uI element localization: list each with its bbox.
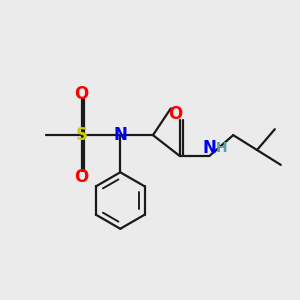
Text: N: N [113,126,127,144]
Text: O: O [74,85,89,103]
Text: H: H [216,141,228,154]
Text: O: O [168,105,182,123]
Text: O: O [74,168,89,186]
Text: S: S [76,126,88,144]
Text: N: N [202,139,216,157]
